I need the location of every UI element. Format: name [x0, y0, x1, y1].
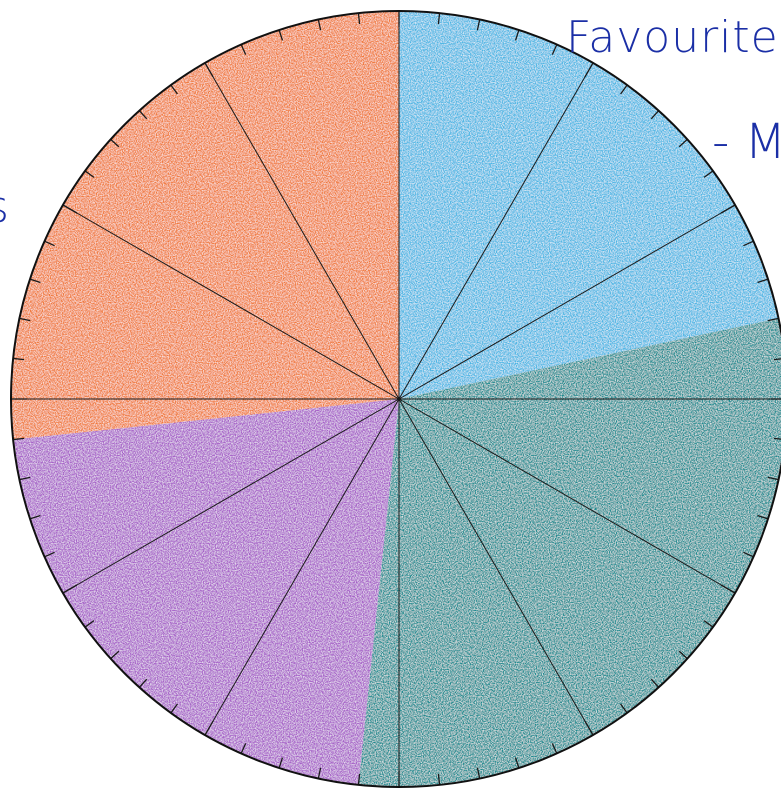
division-line [398, 62, 594, 400]
tick-mark [720, 584, 736, 594]
tick-mark [757, 278, 769, 284]
tick-mark [743, 551, 754, 558]
left-label-fragment: s [0, 182, 9, 233]
tick-mark [678, 138, 688, 148]
chart-subtitle: - M [712, 114, 781, 170]
tick-mark [138, 678, 148, 688]
tick-mark [110, 650, 120, 660]
pie-outline [10, 10, 781, 788]
division-line [398, 398, 736, 594]
tick-mark [743, 240, 754, 247]
tick-mark [620, 84, 628, 95]
tick-mark [650, 678, 660, 688]
pie-slice-1 [399, 11, 779, 399]
pie-slice-2 [358, 318, 781, 787]
tick-mark [476, 767, 481, 779]
tick-mark [278, 29, 284, 41]
tick-mark [551, 44, 558, 55]
tick-mark [437, 773, 441, 785]
pie-slices [11, 11, 781, 787]
tick-mark [13, 437, 25, 441]
tick-marks [11, 11, 781, 787]
tick-mark [620, 703, 628, 714]
pie-slice-4 [11, 11, 400, 440]
tick-mark [357, 773, 361, 785]
tick-mark [357, 13, 361, 25]
tick-mark [13, 357, 25, 361]
division-line [62, 398, 400, 594]
division-lines [11, 11, 781, 787]
tick-mark [757, 514, 769, 520]
division-line [62, 204, 400, 400]
tick-mark [110, 138, 120, 148]
tick-mark [240, 743, 247, 754]
tick-mark [767, 317, 779, 322]
tick-mark [773, 358, 781, 361]
tick-mark [204, 720, 214, 736]
tick-mark [29, 514, 41, 520]
tick-mark [437, 13, 441, 25]
tick-mark [317, 19, 322, 31]
tick-mark [62, 204, 78, 214]
tick-mark [44, 240, 55, 247]
tick-mark [278, 757, 284, 769]
tick-mark [240, 44, 247, 55]
tick-mark [84, 620, 95, 628]
tick-mark [62, 584, 78, 594]
tick-mark [551, 743, 558, 754]
tick-mark [19, 476, 31, 481]
tick-mark [204, 62, 214, 78]
chart-title: Favourite [566, 12, 779, 63]
tick-mark [170, 84, 178, 95]
division-line [204, 62, 400, 400]
tick-mark [773, 437, 781, 440]
tick-mark [476, 19, 481, 31]
tick-mark [767, 476, 779, 481]
division-line [398, 398, 594, 736]
tick-mark [703, 620, 714, 628]
tick-mark [84, 170, 95, 178]
tick-mark [317, 767, 322, 779]
tick-mark [584, 62, 594, 78]
tick-mark [29, 278, 41, 284]
division-line [204, 398, 400, 736]
tick-mark [678, 650, 688, 660]
tick-mark [514, 757, 520, 769]
tick-mark [584, 720, 594, 736]
tick-mark [650, 110, 660, 120]
tick-mark [138, 110, 148, 120]
tick-mark [720, 204, 736, 214]
tick-mark [514, 29, 520, 41]
tick-mark [170, 703, 178, 714]
pie-slice-3 [13, 399, 399, 785]
division-line [398, 204, 736, 400]
tick-mark [19, 317, 31, 322]
tick-mark [703, 170, 714, 178]
tick-mark [44, 551, 55, 558]
